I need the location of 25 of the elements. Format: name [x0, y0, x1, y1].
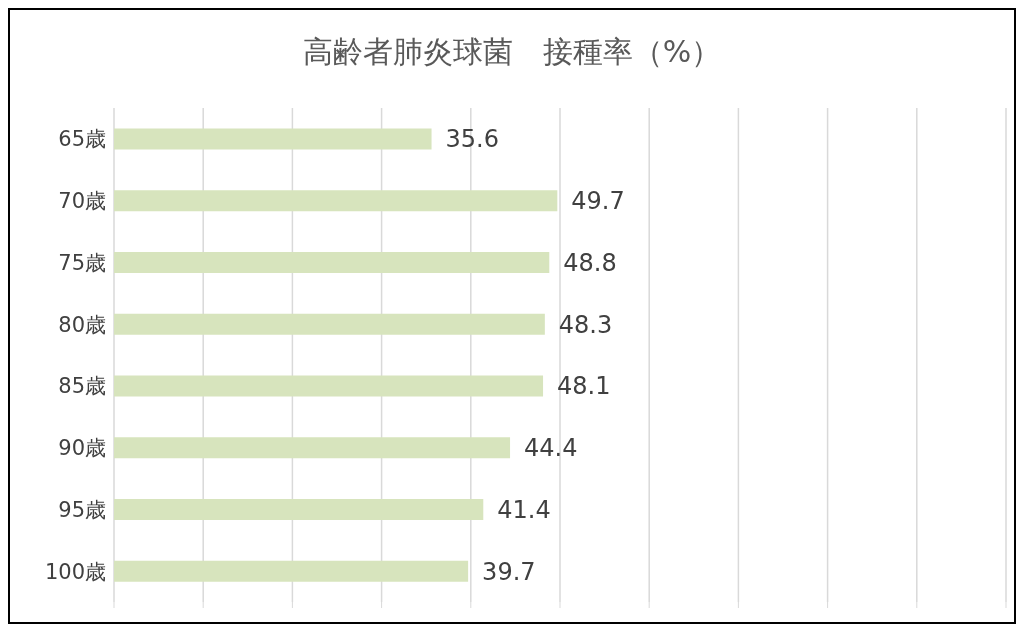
bar: [114, 560, 469, 582]
y-tick-label: 80歳: [58, 312, 106, 337]
y-tick-label: 90歳: [58, 436, 106, 461]
data-label: 48.3: [558, 310, 613, 339]
y-tick-label: 85歳: [58, 374, 106, 399]
data-label: 35.6: [445, 125, 499, 154]
data-label: 41.4: [497, 495, 551, 524]
y-tick-label: 65歳: [58, 127, 106, 152]
y-tick-label: 70歳: [58, 189, 106, 214]
bar: [114, 437, 511, 459]
bar: [114, 128, 432, 150]
y-tick-label: 75歳: [58, 250, 106, 275]
data-label: 44.4: [524, 434, 578, 463]
y-tick-label: 100歳: [44, 559, 106, 584]
bar: [114, 313, 545, 335]
chart-title: 高齢者肺炎球菌 接種率（%）: [301, 33, 723, 69]
bar: [114, 190, 558, 212]
data-label: 48.1: [557, 372, 611, 401]
bar: [114, 251, 550, 273]
bar: [114, 375, 544, 397]
data-label: 48.8: [563, 248, 617, 277]
data-label: 39.7: [482, 557, 536, 586]
bar: [114, 498, 484, 520]
data-label: 49.7: [571, 187, 625, 216]
y-tick-label: 95歳: [58, 497, 106, 522]
